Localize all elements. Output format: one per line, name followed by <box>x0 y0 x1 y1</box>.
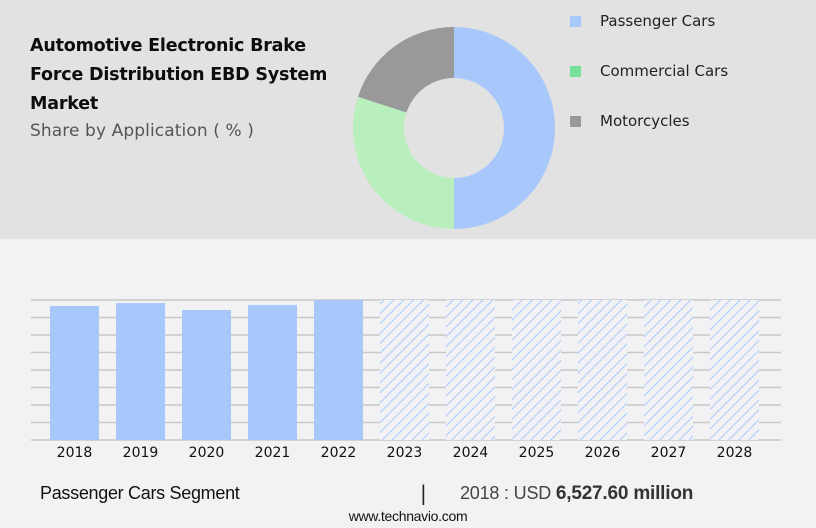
bar-2021 <box>248 304 297 440</box>
x-axis-label: 2022 <box>320 445 357 461</box>
x-axis-label: 2019 <box>122 445 159 461</box>
page-title: Automotive Electronic Brake Force Distri… <box>30 36 328 114</box>
legend-swatch-icon <box>570 16 581 27</box>
x-axis-label: 2021 <box>254 445 291 461</box>
chart-subtitle: Share by Application ( % ) <box>30 121 254 141</box>
x-axis-label: 2025 <box>518 445 555 461</box>
x-axis-label: 2028 <box>716 445 753 461</box>
legend-label: Passenger Cars <box>600 12 716 30</box>
source-url: www.technavio.com <box>348 508 468 524</box>
value-amount: 6,527.60 million <box>555 483 694 504</box>
bar-2022 <box>314 300 363 440</box>
bar-2025 <box>512 300 561 440</box>
legend-swatch-icon <box>570 116 581 127</box>
bar-2020 <box>182 310 231 440</box>
legend-item-commercial-cars: Commercial Cars <box>570 62 728 80</box>
bar-2024 <box>446 300 495 440</box>
x-axis-label: 2023 <box>386 445 423 461</box>
bar-2019 <box>116 303 165 440</box>
segment-label: Passenger Cars Segment <box>40 483 240 503</box>
x-axis-label: 2026 <box>584 445 621 461</box>
x-axis-label: 2020 <box>188 445 225 461</box>
bar-chart <box>31 299 781 441</box>
segment-value: 2018 : USD 6,527.60 million <box>460 483 693 505</box>
x-axis-label: 2024 <box>452 445 489 461</box>
donut-segment-commercial-cars <box>353 96 454 230</box>
legend-item-motorcycles: Motorcycles <box>570 112 690 130</box>
x-axis-label: 2027 <box>650 445 687 461</box>
bar-2026 <box>578 300 627 440</box>
bar-2027 <box>644 300 693 440</box>
legend-item-passenger-cars: Passenger Cars <box>570 12 715 30</box>
legend-label: Commercial Cars <box>600 62 729 80</box>
donut-segment-motorcycles <box>357 27 454 113</box>
legend-swatch-icon <box>570 66 581 77</box>
bars <box>50 300 759 440</box>
bar-2023 <box>380 300 429 440</box>
donut-segment-passenger-cars <box>454 27 555 229</box>
bar-2028 <box>710 300 759 440</box>
donut-chart <box>353 27 555 230</box>
footer-divider: | <box>420 481 427 505</box>
share-panel: Automotive Electronic Brake Force Distri… <box>0 0 816 239</box>
bar-2018 <box>50 306 99 440</box>
value-prefix: 2018 : USD <box>460 483 552 503</box>
x-axis-label: 2018 <box>56 445 93 461</box>
legend-label: Motorcycles <box>600 112 690 130</box>
